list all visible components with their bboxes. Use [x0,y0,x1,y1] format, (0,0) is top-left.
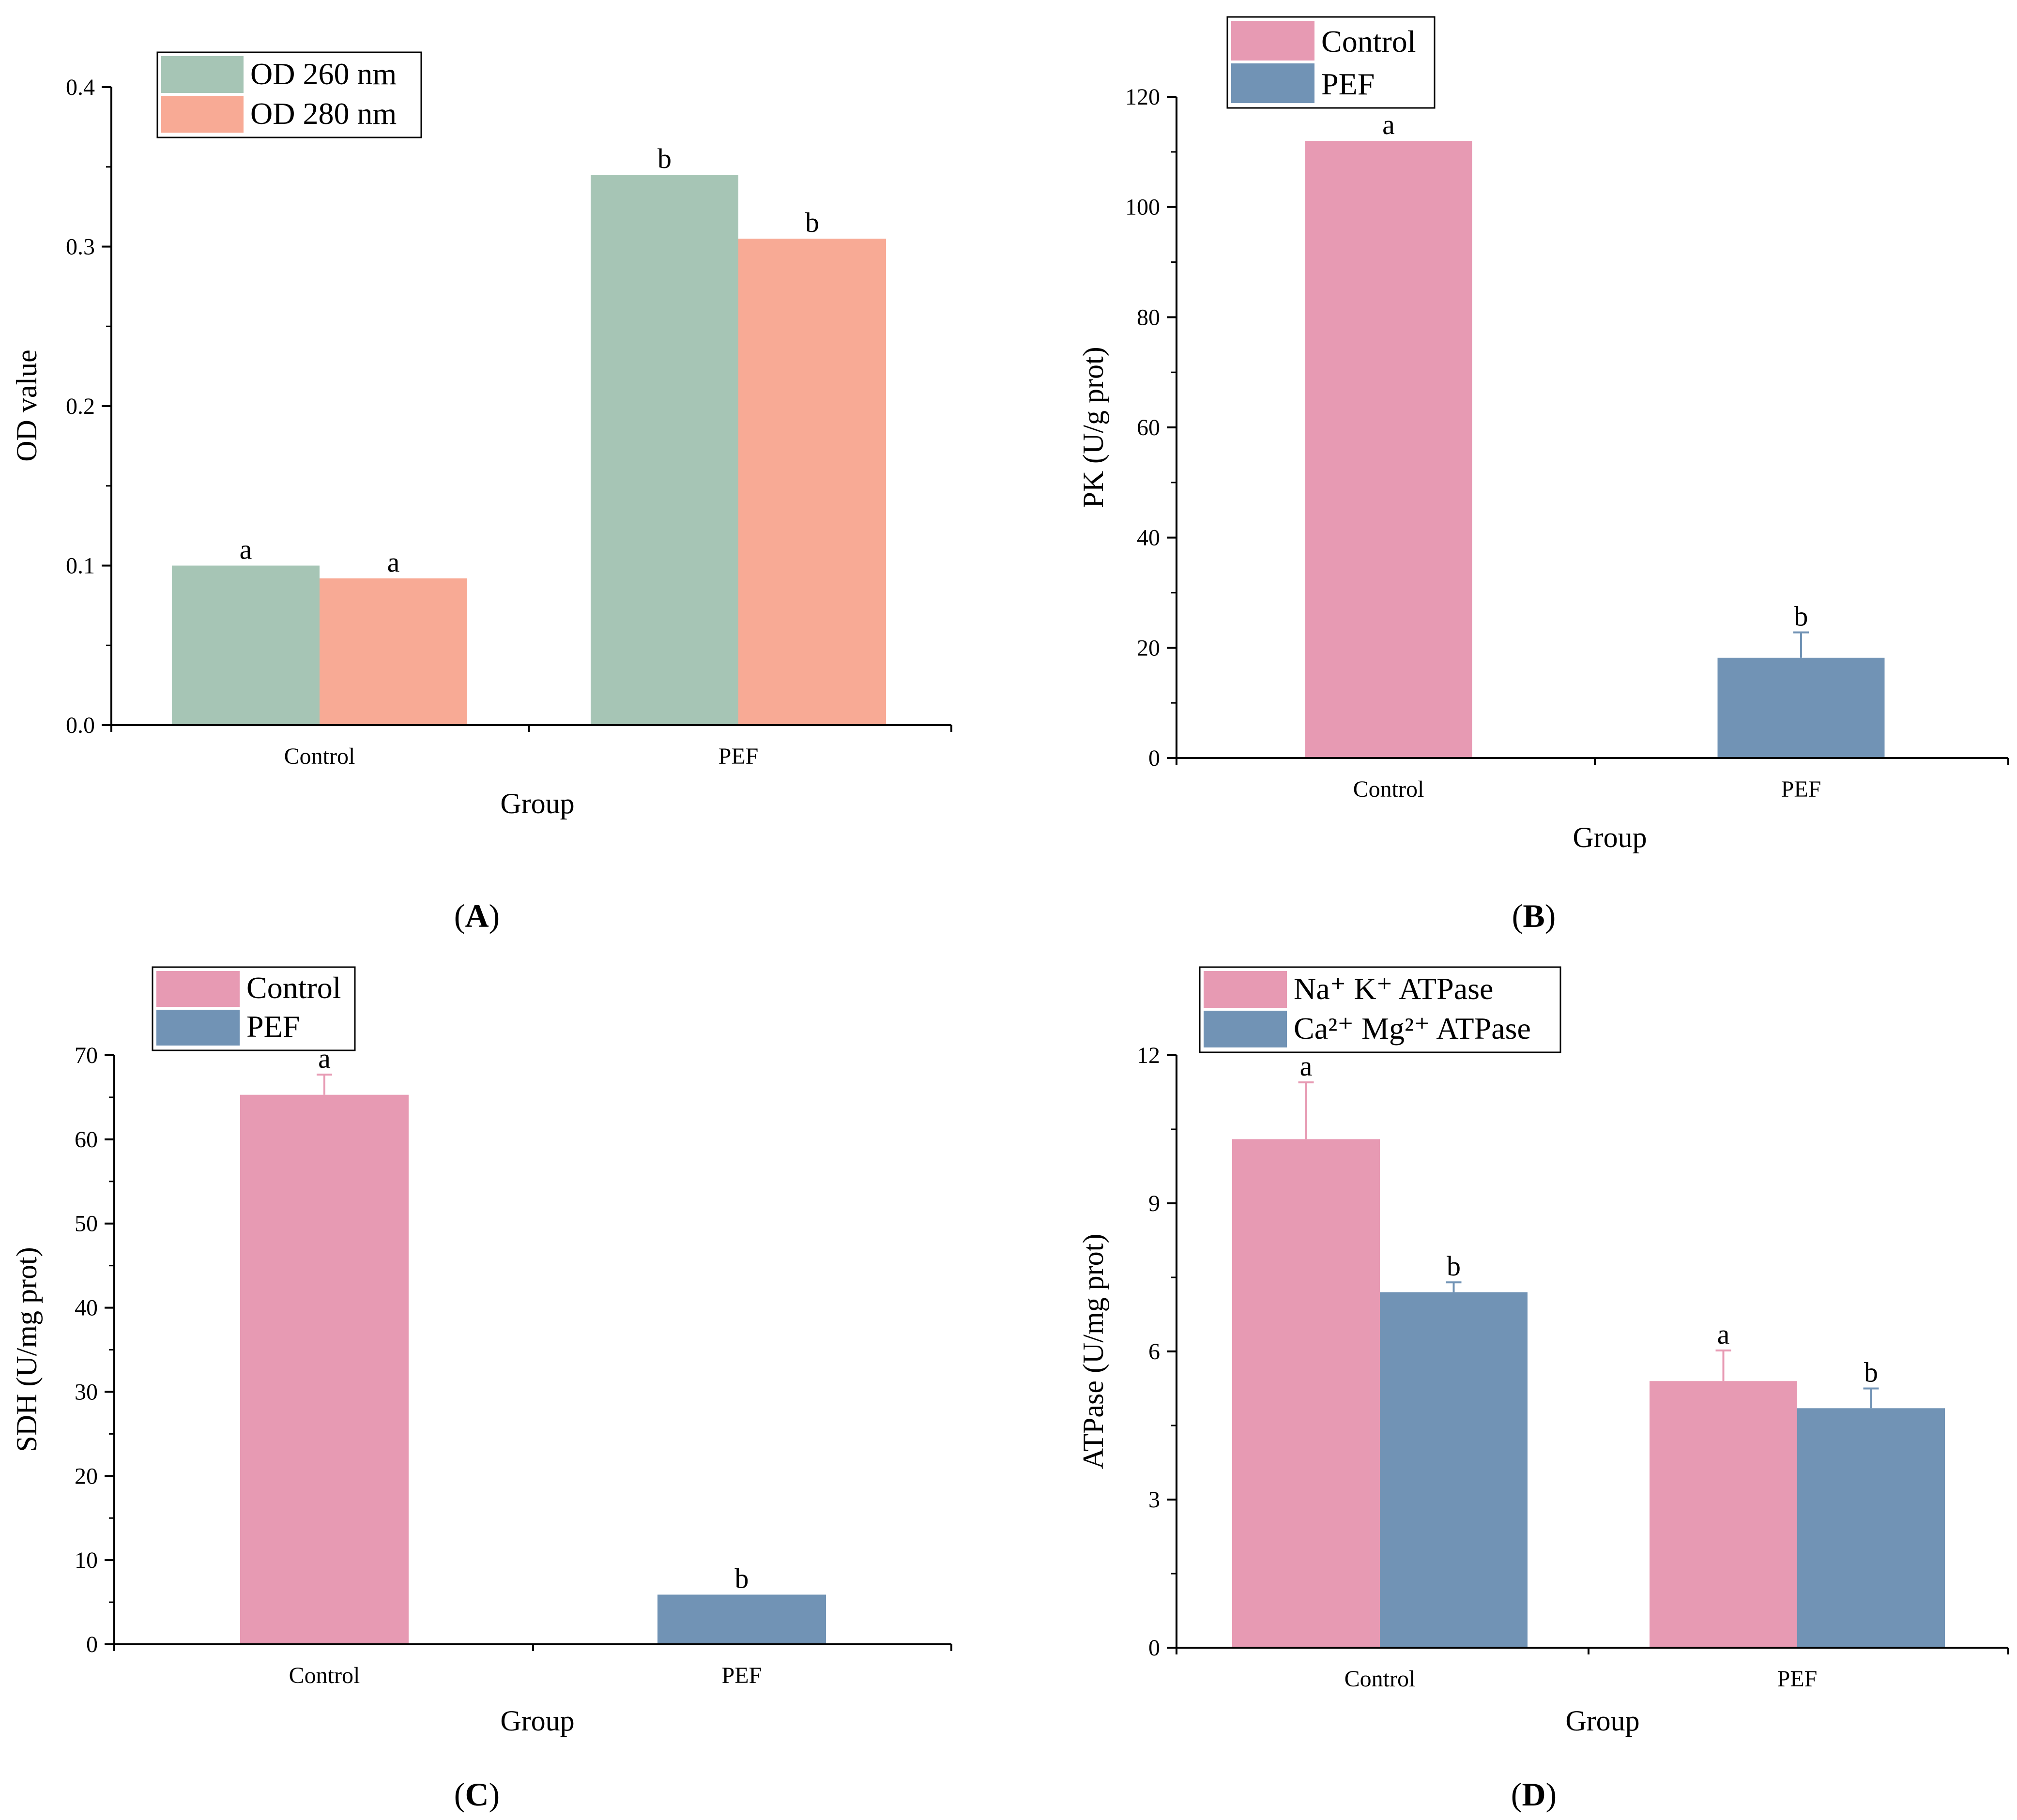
y-tick-label: 12 [1137,1043,1160,1068]
legend-label: Control [1321,24,1416,59]
y-tick-label: 40 [1137,525,1160,551]
significance-label: b [735,1562,749,1594]
significance-label: b [1864,1357,1878,1388]
panel-label: (C) [454,1776,500,1813]
significance-label: a [387,546,400,578]
y-tick-label: 0.1 [66,553,95,579]
bar-d-s1-c0 [1380,1292,1528,1648]
panel-b-chart: a b 0 20 40 60 80 100 120 Control PEF Group PK (U/g … [1077,16,2009,934]
y-tick-label: 70 [75,1043,98,1068]
legend-label: PEF [1321,67,1375,101]
significance-label: b [1794,600,1808,632]
x-tick-label: PEF [718,743,759,769]
y-tick-label: 0 [1148,745,1160,771]
significance-label: a [240,534,252,565]
panel-d-chart: a a b b 0 3 6 9 12 Control PEF Group ATPase (U/mg pr… [1077,966,2009,1813]
y-tick-label: 9 [1148,1191,1160,1216]
legend-label: Control [246,971,341,1005]
panel-letter: B [1523,897,1544,934]
bar-b-s0-c0 [1305,141,1472,758]
x-tick-label: Control [1353,776,1424,802]
y-axis-title: OD value [11,349,43,462]
y-tick-label: 3 [1148,1487,1160,1513]
panel-label: (B) [1512,897,1556,934]
x-tick-label: PEF [1777,1666,1818,1692]
x-axis-title: Group [500,788,574,819]
y-tick-label: 0.2 [66,394,95,419]
panel-letter: A [465,897,489,934]
legend-swatch [1231,21,1314,61]
y-axis-title: SDH (U/mg prot) [11,1247,43,1452]
y-tick-label: 0.4 [66,75,95,100]
y-tick-label: 40 [75,1295,98,1321]
legend-swatch [161,96,244,133]
y-tick-label: 30 [75,1379,98,1405]
x-axis-title: Group [500,1705,574,1737]
y-tick-label: 120 [1125,84,1160,110]
legend-label: OD 280 nm [250,96,397,131]
significance-label: b [1447,1250,1461,1282]
legend-label: Ca²⁺ Mg²⁺ ATPase [1294,1011,1531,1046]
x-tick-label: PEF [722,1663,762,1688]
y-axis-title: ATPase (U/mg prot) [1077,1234,1109,1470]
x-tick-label: Control [1345,1666,1416,1692]
y-tick-label: 60 [75,1127,98,1153]
bar-d-s0-c1 [1650,1381,1797,1648]
legend-swatch [1231,63,1314,103]
y-tick-label: 80 [1137,304,1160,330]
legend-label: Na⁺ K⁺ ATPase [1294,971,1493,1006]
legend-swatch [161,56,244,93]
significance-label: b [805,207,819,238]
panel-label: (A) [454,897,500,934]
y-tick-label: 60 [1137,415,1160,440]
significance-label: a [1717,1319,1730,1350]
significance-label: a [1382,109,1395,140]
legend-swatch [156,1010,240,1046]
y-tick-label: 0.3 [66,234,95,260]
x-tick-label: Control [289,1663,360,1688]
panel-label: (D) [1511,1776,1557,1813]
y-tick-label: 20 [1137,635,1160,661]
y-tick-label: 20 [75,1463,98,1489]
bar-a-s0-c0 [172,565,320,725]
bar-d-s1-c1 [1797,1408,1945,1648]
y-tick-label: 100 [1125,195,1160,220]
y-tick-label: 10 [75,1547,98,1573]
x-tick-label: Control [284,743,355,769]
bar-b-s1-c1 [1717,657,1885,758]
y-tick-label: 6 [1148,1339,1160,1365]
x-axis-title: Group [1573,821,1647,853]
legend-swatch [156,971,240,1007]
y-tick-label: 0 [86,1632,98,1657]
bar-c-s1-c1 [657,1594,826,1644]
x-axis-title: Group [1565,1705,1639,1737]
y-tick-label: 0.0 [66,713,95,738]
y-tick-label: 0 [1148,1635,1160,1661]
panel-a-chart: a b a b 0.0 0.1 0.2 0.3 0.4 Control PEF Group OD val… [11,51,952,934]
bar-d-s0-c0 [1232,1139,1380,1648]
y-tick-label: 50 [75,1211,98,1237]
x-tick-label: PEF [1781,776,1821,802]
y-axis-title: PK (U/g prot) [1077,347,1109,508]
bar-a-s1-c0 [320,578,467,725]
legend-label: OD 260 nm [250,57,397,91]
legend-swatch [1204,971,1287,1008]
legend-swatch [1204,1011,1287,1047]
bar-a-s0-c1 [591,175,738,726]
significance-label: a [1300,1050,1313,1082]
bar-c-s0-c0 [240,1094,409,1644]
bar-a-s1-c1 [738,239,886,725]
significance-label: b [657,143,672,174]
panel-letter: D [1522,1776,1545,1813]
legend-label: PEF [246,1009,300,1044]
panel-letter: C [465,1776,489,1813]
